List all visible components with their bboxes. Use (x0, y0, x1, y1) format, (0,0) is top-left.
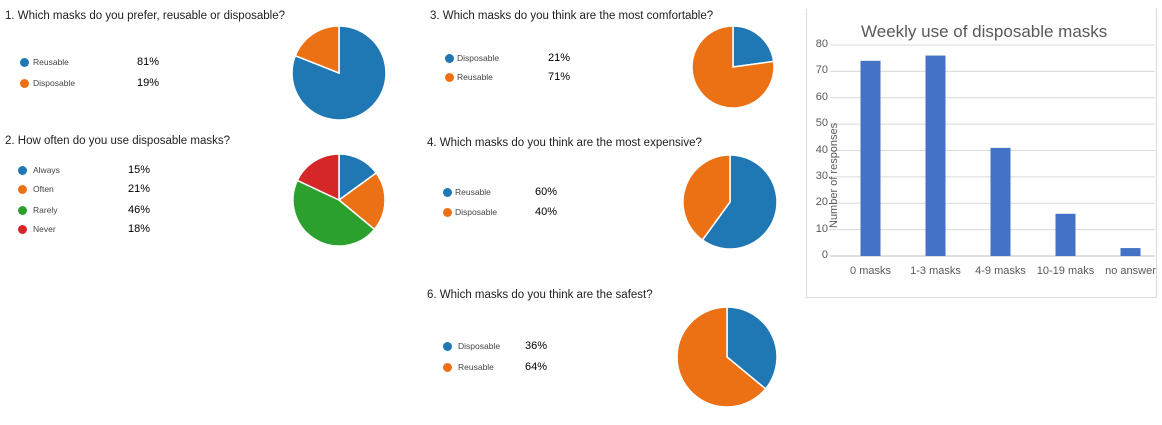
legend-percent: 60% (535, 186, 558, 198)
legend-dot-icon (443, 208, 452, 217)
pie-slice-disposable (682, 154, 731, 242)
y-axis-label: Number of responses (828, 122, 840, 228)
question-title: 6. Which masks do you think are the safe… (427, 289, 653, 301)
legend-percent: 15% (128, 164, 151, 176)
legend-percent: 36% (525, 340, 548, 352)
pie-slice-often (337, 171, 386, 231)
legend-label: Never (33, 224, 56, 234)
legend-label: Disposable (458, 341, 501, 351)
legend-dot-icon (18, 206, 27, 215)
legend-dot-icon (443, 188, 452, 197)
legend-dot-icon (443, 342, 452, 351)
pie-slice-disposable (294, 25, 340, 75)
bar-1 (925, 55, 946, 256)
pie-slice-reusable (701, 154, 778, 250)
y-tick-label: 10 (815, 222, 828, 235)
legend-percent: 81% (137, 56, 160, 68)
legend-label: Reusable (457, 72, 493, 82)
legend-label: Reusable (455, 187, 491, 197)
legend-dot-icon (443, 363, 452, 372)
legend-label: Often (33, 184, 54, 194)
y-tick-label: 80 (815, 38, 828, 50)
question-title: 2. How often do you use disposable masks… (5, 135, 231, 147)
pie-slice-disposable (732, 25, 775, 68)
bar-chart-title: Weekly use of disposable masks (861, 22, 1108, 41)
legend-percent: 64% (525, 361, 548, 373)
x-tick-label: 10-19 maks (1036, 265, 1095, 277)
legend-dot-icon (18, 185, 27, 194)
y-tick-label: 20 (815, 196, 828, 209)
pie-slice-never (296, 153, 340, 202)
pie-slice-reusable (676, 306, 767, 408)
y-tick-label: 40 (815, 143, 828, 156)
legend-dot-icon (18, 225, 27, 234)
legend-percent: 40% (535, 206, 558, 218)
legend-dot-icon (20, 79, 29, 88)
x-tick-label: no answer (1105, 265, 1156, 277)
legend-label: Disposable (457, 53, 500, 63)
legend-dot-icon (445, 54, 454, 63)
legend-label: Disposable (455, 207, 498, 217)
legend-dot-icon (18, 166, 27, 175)
y-tick-label: 70 (815, 64, 828, 77)
legend-dot-icon (20, 58, 29, 67)
x-tick-label: 1-3 masks (910, 265, 961, 277)
legend-label: Rarely (33, 205, 58, 215)
x-tick-label: 4-9 masks (975, 265, 1026, 277)
legend-percent: 19% (137, 77, 160, 89)
y-tick-label: 60 (815, 90, 828, 103)
bar-chart-frame (806, 9, 1157, 298)
legend-percent: 21% (128, 183, 151, 195)
pie-slice-disposable (726, 306, 778, 390)
y-tick-label: 0 (821, 249, 828, 261)
legend-label: Disposable (33, 78, 76, 88)
legend-percent: 21% (548, 52, 571, 64)
pie-slice-reusable (691, 25, 775, 109)
x-tick-label: 0 masks (850, 265, 891, 277)
bar-0 (860, 60, 881, 257)
question-title: 1. Which masks do you prefer, reusable o… (5, 10, 285, 22)
question-title: 4. Which masks do you think are the most… (427, 137, 702, 149)
bar-4 (1120, 248, 1141, 256)
legend-percent: 71% (548, 71, 571, 83)
legend-label: Reusable (33, 57, 69, 67)
legend-label: Reusable (458, 362, 494, 372)
legend-percent: 18% (128, 223, 151, 235)
question-title: 3. Which masks do you think are the most… (430, 10, 714, 22)
pie-slice-rarely (292, 179, 376, 247)
bar-3 (1055, 213, 1076, 256)
legend-percent: 46% (128, 204, 151, 216)
bar-2 (990, 147, 1011, 256)
y-tick-label: 50 (815, 117, 828, 130)
y-tick-label: 30 (815, 169, 828, 182)
legend-dot-icon (445, 73, 454, 82)
legend-label: Always (33, 165, 60, 175)
